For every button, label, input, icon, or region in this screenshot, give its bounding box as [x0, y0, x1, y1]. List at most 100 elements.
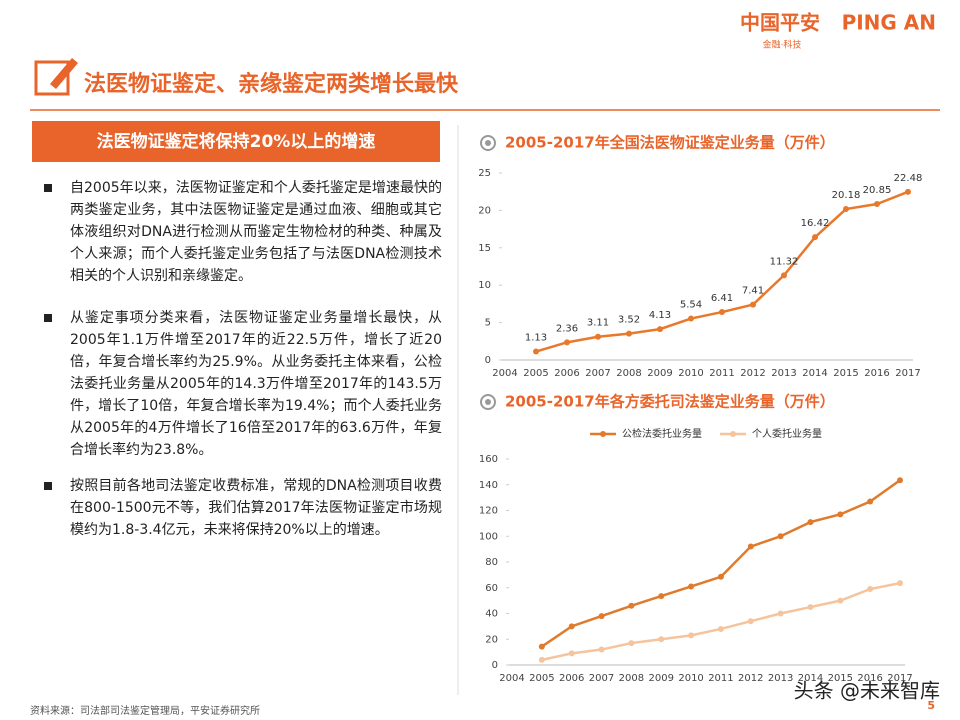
data-label: 22.48: [894, 173, 923, 184]
source: 资料来源：司法部司法鉴定管理局，平安证券研究所: [30, 704, 260, 717]
title-icon: [34, 60, 70, 96]
data-point: [897, 580, 903, 587]
banner: [32, 121, 440, 162]
chart-icon: [485, 399, 491, 405]
chart-icon: [480, 394, 496, 410]
x-tick-label: 2014: [798, 673, 823, 684]
data-point: [568, 623, 575, 630]
x-tick-label: 2012: [740, 368, 765, 379]
legend-label: 个人委托业务量: [752, 427, 822, 440]
x-tick-label: 2010: [678, 368, 703, 379]
data-point: [533, 348, 539, 355]
data-point: [628, 640, 635, 647]
x-tick-label: 2008: [619, 673, 644, 684]
chart-title: 2005-2017年全国法医物证鉴定业务量（万件）: [505, 134, 835, 152]
y-tick-label: 0: [485, 355, 491, 366]
data-point: [658, 593, 665, 600]
x-tick-label: 2004: [492, 368, 517, 379]
data-point: [837, 511, 844, 518]
x-tick-label: 2016: [857, 673, 882, 684]
y-tick-label: 140: [479, 480, 498, 491]
x-tick-label: 2017: [895, 368, 920, 379]
data-point: [867, 586, 874, 593]
legend-swatch: [730, 431, 736, 437]
data-point: [564, 339, 570, 346]
x-tick-label: 2006: [559, 673, 584, 684]
y-tick-label: 20: [485, 634, 498, 645]
data-point: [781, 272, 787, 279]
bullet-marker: [44, 314, 52, 322]
x-tick-label: 2017: [887, 673, 912, 684]
x-tick-label: 2008: [616, 368, 641, 379]
y-tick-label: 10: [478, 280, 491, 291]
legend-label: 公检法委托业务量: [622, 427, 702, 440]
data-label: 4.13: [649, 310, 671, 321]
x-tick-label: 2011: [709, 368, 734, 379]
y-tick-label: 80: [485, 557, 498, 568]
data-point: [626, 330, 632, 337]
x-tick-label: 2006: [554, 368, 579, 379]
x-tick-label: 2007: [585, 368, 610, 379]
chart-icon: [480, 135, 496, 151]
data-point: [688, 315, 694, 322]
y-tick-label: 40: [485, 609, 498, 620]
data-point: [598, 646, 605, 653]
logo-tagline: 金融·科技: [763, 39, 802, 51]
y-tick-label: 25: [478, 168, 491, 179]
data-point: [538, 656, 545, 663]
data-point: [897, 477, 903, 484]
x-tick-label: 2013: [771, 368, 796, 379]
slide-title: 法医物证鉴定、亲缘鉴定两类增长最快: [84, 71, 459, 97]
x-tick-label: 2012: [738, 673, 763, 684]
data-label: 11.32: [770, 256, 799, 267]
data-point: [747, 618, 754, 625]
x-tick-label: 2010: [678, 673, 703, 684]
data-point: [777, 610, 784, 617]
data-point: [777, 533, 784, 540]
x-tick-label: 2009: [649, 673, 674, 684]
chart-icon: [485, 140, 491, 146]
x-tick-label: 2011: [708, 673, 733, 684]
data-label: 3.11: [587, 318, 609, 329]
y-tick-label: 100: [479, 531, 498, 542]
data-point: [717, 573, 724, 580]
data-point: [837, 597, 844, 604]
data-point: [750, 301, 756, 308]
y-tick-label: 60: [485, 583, 498, 594]
x-tick-label: 2005: [529, 673, 554, 684]
x-tick-label: 2015: [828, 673, 853, 684]
x-tick-label: 2004: [499, 673, 524, 684]
y-tick-label: 15: [478, 243, 491, 254]
data-point: [628, 602, 635, 609]
data-point: [568, 650, 575, 657]
data-label: 20.18: [832, 190, 861, 201]
bullet-marker: [44, 184, 52, 192]
watermark: 头条 @未来智库: [794, 679, 940, 703]
x-tick-label: 2015: [833, 368, 858, 379]
data-point: [598, 613, 605, 620]
data-label: 2.36: [556, 323, 578, 334]
y-tick-label: 0: [492, 660, 498, 671]
y-tick-label: 120: [479, 506, 498, 517]
x-tick-label: 2007: [589, 673, 614, 684]
data-label: 7.41: [742, 286, 764, 297]
page-number: 5: [927, 699, 935, 712]
x-tick-label: 2013: [768, 673, 793, 684]
bullet-text: 从鉴定事项分类来看，法医物证鉴定业务量增长最快，从2005年1.1万件增至201…: [70, 310, 442, 458]
x-tick-label: 2005: [523, 368, 548, 379]
data-point: [874, 201, 880, 208]
logo-cn: 中国平安: [740, 11, 820, 35]
banner-text: 法医物证鉴定将保持20%以上的增速: [97, 131, 376, 152]
data-label: 20.85: [863, 185, 892, 196]
data-label: 6.41: [711, 293, 733, 304]
data-point: [688, 583, 695, 590]
legend-swatch: [600, 431, 606, 437]
x-tick-label: 2016: [864, 368, 889, 379]
bullet-text: 按照目前各地司法鉴定收费标准，常规的DNA检测项目收费在800-1500元不等，…: [70, 478, 442, 538]
data-point: [688, 632, 695, 639]
data-point: [538, 643, 545, 650]
title-icon-pencil: [50, 58, 78, 89]
x-tick-label: 2009: [647, 368, 672, 379]
